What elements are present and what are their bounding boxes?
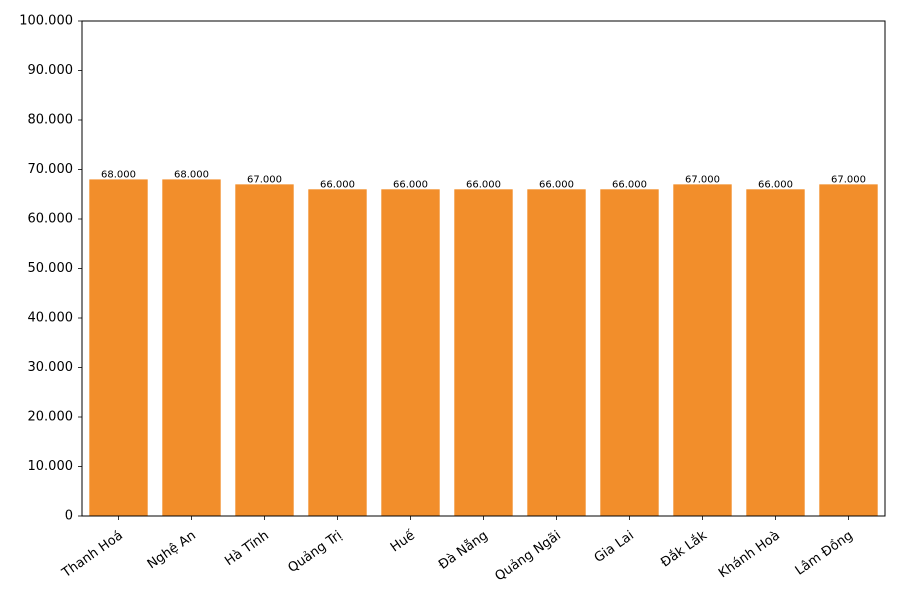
y-tick-label: 60.000 xyxy=(28,212,74,227)
bar xyxy=(673,184,732,516)
value-label: 66.000 xyxy=(393,179,428,190)
value-label: 66.000 xyxy=(320,179,355,190)
value-label: 66.000 xyxy=(466,179,501,190)
y-tick-label: 80.000 xyxy=(28,113,74,128)
y-tick-label: 50.000 xyxy=(28,261,74,276)
y-tick-label: 100.000 xyxy=(19,14,73,29)
y-tick-label: 90.000 xyxy=(28,63,74,78)
bar xyxy=(746,189,805,517)
value-label: 66.000 xyxy=(758,179,793,190)
y-tick-label: 30.000 xyxy=(28,360,74,375)
bar xyxy=(308,189,367,517)
value-label: 67.000 xyxy=(247,174,282,185)
bar xyxy=(819,184,878,516)
y-tick-label: 10.000 xyxy=(28,459,74,474)
value-label: 68.000 xyxy=(101,169,136,180)
bar xyxy=(600,189,659,517)
value-label: 68.000 xyxy=(174,169,209,180)
value-label: 66.000 xyxy=(612,179,647,190)
value-label: 66.000 xyxy=(539,179,574,190)
y-tick-label: 40.000 xyxy=(28,311,74,326)
value-label: 67.000 xyxy=(685,174,720,185)
value-label: 67.000 xyxy=(831,174,866,185)
bar xyxy=(454,189,513,517)
plot-frame xyxy=(81,20,886,517)
bar xyxy=(89,179,148,516)
y-tick-label: 20.000 xyxy=(28,410,74,425)
y-tick-label: 70.000 xyxy=(28,162,74,177)
bar xyxy=(381,189,440,517)
bar xyxy=(527,189,586,517)
bar xyxy=(235,184,294,516)
y-tick-label: 0 xyxy=(65,509,73,524)
bar xyxy=(162,179,221,516)
